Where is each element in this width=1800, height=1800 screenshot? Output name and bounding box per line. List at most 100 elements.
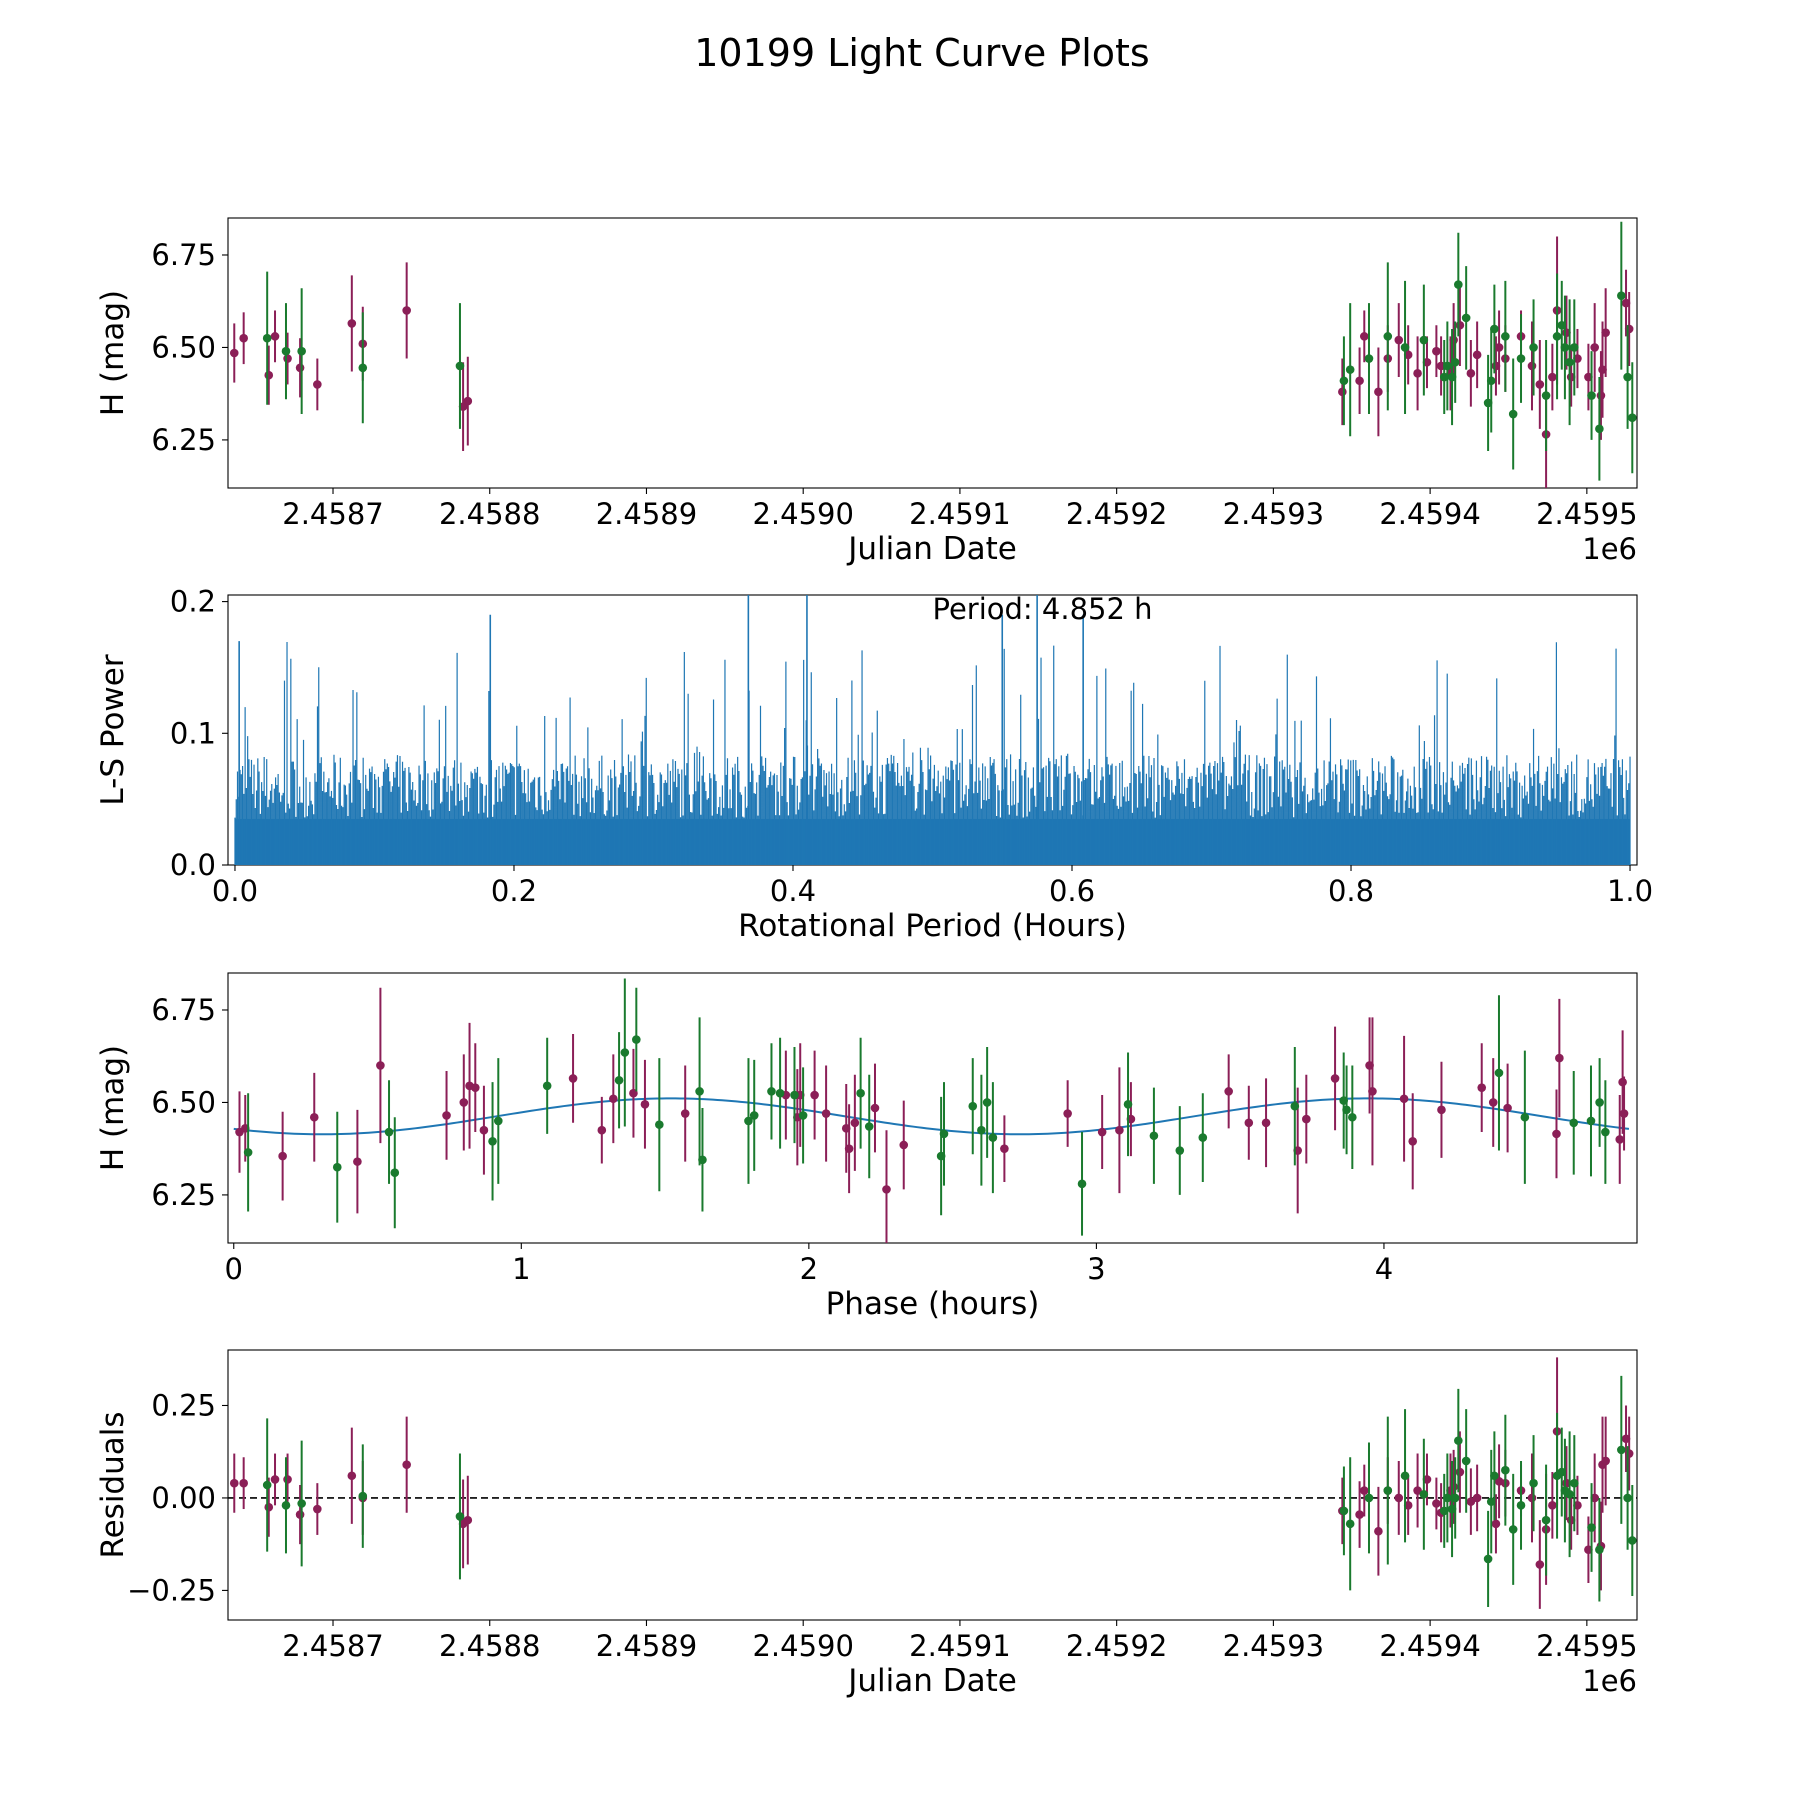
x-tick-label: 2.4590 [752,1629,853,1663]
data-point [1461,313,1471,323]
x-tick-label: 2.4587 [282,1629,383,1663]
y-axis-label: L-S Power [95,654,131,805]
data-point [614,1075,624,1085]
data-point [1520,1112,1530,1122]
data-point [1501,332,1510,341]
data-point [655,1120,664,1129]
data-point [1590,343,1599,352]
data-point [698,1155,707,1165]
data-point [982,1098,992,1107]
y-axis-label: H (mag) [95,290,131,416]
data-point [977,1125,986,1135]
data-point [1123,1100,1133,1109]
data-point [1601,1456,1610,1466]
data-point [243,1148,253,1157]
data-point [1450,357,1460,367]
data-point [295,1510,305,1519]
data-point [1374,1526,1383,1536]
y-tick-label: −0.25 [127,1573,216,1607]
data-point [376,1061,385,1070]
data-point [1432,346,1441,356]
plot-area [234,595,1631,865]
data-point [295,363,305,373]
data-point [1477,1083,1487,1092]
x-tick-label: 4 [1375,1252,1393,1286]
data-point [1494,1068,1504,1078]
data-point [1488,1098,1498,1107]
data-point [1617,291,1626,300]
data-point [264,1502,274,1512]
y-tick-label: 0.00 [151,1481,216,1515]
y-tick-label: 0.1 [170,716,216,750]
x-axis-label: Julian Date [846,1663,1017,1699]
y-tick-label: 6.75 [151,993,216,1027]
x-tick-label: 2.4591 [909,1629,1010,1663]
data-point [270,1475,280,1484]
data-point [1490,324,1499,334]
data-point [882,1185,891,1194]
data-point [899,1140,909,1150]
data-point [632,1035,641,1044]
x-tick-label: 2.4589 [596,1629,697,1663]
residuals-axes-frame [227,1349,1638,1621]
data-point [680,1109,690,1118]
data-point [347,319,357,328]
data-point [1555,1053,1564,1063]
data-point [493,1116,503,1126]
data-point [870,1103,880,1113]
y-tick-label: 0.2 [170,585,216,619]
data-point [264,370,274,380]
x-tick-label: 0.6 [1049,874,1095,908]
data-point [229,348,239,358]
data-point [470,1083,480,1092]
data-point [1565,1489,1574,1499]
data-point [1570,1478,1579,1488]
data-point [1399,1094,1409,1104]
data-point [1569,1118,1579,1128]
data-point [620,1048,630,1057]
plot-area [229,221,1637,488]
x-tick-label: 2.4593 [1223,1629,1324,1663]
data-point [1394,335,1404,345]
data-point [1355,1510,1364,1519]
data-point [332,1162,342,1172]
data-point [1617,1445,1626,1455]
x-offset-label: 1e6 [1582,532,1637,566]
y-axis-label: Residuals [95,1411,131,1558]
data-point [1508,1525,1518,1534]
data-point [1503,1103,1512,1113]
data-point [542,1081,552,1091]
x-tick-label: 2.4592 [1066,1629,1167,1663]
data-point [1516,354,1526,363]
data-point [1490,1471,1499,1481]
x-tick-label: 2.4589 [596,497,697,531]
data-point [1394,1493,1404,1503]
x-tick-label: 2.4588 [439,1629,540,1663]
data-point [1175,1146,1185,1155]
data-point [1419,1489,1429,1499]
data-point [262,1480,272,1490]
data-point [1413,369,1422,378]
data-point [1359,1486,1369,1495]
data-point [1618,1077,1627,1087]
data-point [1290,1101,1300,1111]
data-point [1552,1129,1561,1139]
data-point [1595,1098,1604,1107]
data-point [821,1109,831,1118]
data-point [1339,1506,1349,1516]
data-point [1224,1087,1233,1096]
data-point [1601,328,1610,337]
data-point [1461,1456,1471,1466]
y-tick-label: 6.25 [151,423,216,457]
x-tick-label: 1 [512,1252,530,1286]
data-point [1449,335,1458,345]
data-point [1368,1087,1377,1096]
data-point [1454,280,1463,289]
data-point [968,1101,978,1111]
x-tick-label: 0 [225,1252,243,1286]
data-point [390,1168,400,1178]
data-point [1627,1536,1637,1545]
data-point [297,1499,306,1508]
data-point [1413,1486,1422,1495]
